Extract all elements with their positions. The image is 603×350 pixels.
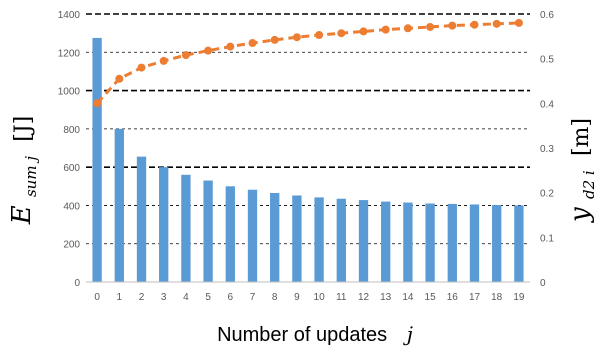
bar (247, 189, 258, 282)
line-point (159, 56, 168, 65)
x-tick-label: 3 (161, 292, 167, 303)
bar (492, 205, 502, 282)
left-axis-label: E sum j [J] (7, 116, 43, 226)
bar (469, 204, 480, 282)
bar (270, 192, 280, 282)
x-tick-label: 1 (117, 292, 123, 303)
bar (336, 198, 346, 282)
x-tick-label: 7 (250, 292, 256, 303)
left-tick-label: 600 (63, 163, 80, 174)
x-tick-label: 17 (469, 292, 481, 303)
line-point (248, 39, 257, 48)
left-axis-ticks: 0 200 400 600 800 1000 1200 1400 (58, 10, 81, 289)
line-point (426, 22, 435, 31)
right-axis-ticks: 0 0.1 0.2 0.3 0.4 0.5 0.6 (540, 10, 554, 289)
line-point (492, 19, 501, 28)
line-point (337, 29, 346, 38)
left-tick-label: 0 (74, 278, 80, 289)
x-axis-ticks: 0 1 2 3 4 5 6 7 8 9 10 11 12 13 14 15 16 17 18 19 (94, 292, 525, 303)
line-point (470, 20, 479, 29)
bar-series (92, 37, 524, 282)
x-tick-label: 2 (139, 292, 145, 303)
line-point (381, 25, 390, 34)
x-tick-label: 12 (358, 292, 370, 303)
gridlines (86, 13, 530, 245)
x-tick-label: 14 (402, 292, 414, 303)
x-tick-label: 15 (425, 292, 437, 303)
bar (514, 205, 524, 282)
left-axis-label-unit: [J] (11, 116, 36, 142)
bar (203, 180, 213, 282)
line-point (181, 51, 190, 60)
line-point (270, 35, 279, 44)
line-series (93, 18, 523, 108)
line-point (226, 42, 235, 51)
bar (136, 156, 147, 282)
line-point (93, 99, 102, 108)
x-tick-label: 19 (513, 292, 525, 303)
left-tick-label: 1200 (58, 48, 81, 59)
x-tick-label: 0 (94, 292, 100, 303)
x-axis-label: Number of updates j (217, 322, 413, 346)
line-point (204, 46, 213, 55)
x-tick-label: 6 (228, 292, 234, 303)
right-axis-label-unit: [m] (569, 118, 594, 156)
x-tick-label: 9 (294, 292, 300, 303)
bar (358, 200, 369, 282)
bar (159, 167, 169, 282)
right-tick-label: 0.2 (540, 189, 554, 200)
x-tick-label: 11 (336, 292, 347, 303)
bar (447, 203, 457, 282)
right-axis-label-base: y (565, 207, 595, 223)
right-tick-label: 0.4 (540, 99, 554, 110)
bar (114, 128, 124, 282)
left-axis-label-base: E (7, 205, 37, 225)
x-axis-label-var: j (403, 322, 413, 346)
line-point (315, 30, 324, 39)
line-point (359, 27, 368, 36)
line-point (514, 18, 523, 27)
left-tick-label: 400 (63, 201, 80, 212)
bar (292, 195, 302, 282)
right-tick-label: 0 (540, 278, 546, 289)
bar (381, 201, 391, 282)
bar (403, 202, 413, 282)
x-tick-label: 10 (314, 292, 326, 303)
x-tick-label: 13 (380, 292, 392, 303)
line-point (292, 33, 301, 42)
x-tick-label: 4 (183, 292, 189, 303)
right-tick-label: 0.5 (540, 55, 554, 66)
right-tick-label: 0.6 (540, 10, 554, 21)
left-tick-label: 200 (63, 240, 80, 251)
line-point (115, 74, 124, 83)
line-point (448, 21, 457, 30)
bar (225, 186, 235, 282)
line-point (403, 24, 412, 33)
left-tick-label: 1400 (58, 10, 81, 21)
left-tick-label: 800 (63, 125, 80, 136)
bar (314, 197, 324, 282)
right-axis-label-sub: d2 i (580, 170, 598, 199)
left-axis-label-sub: sum j (22, 156, 40, 197)
x-tick-label: 16 (447, 292, 459, 303)
bar (92, 37, 102, 282)
x-axis-label-text: Number of updates (217, 324, 387, 346)
left-tick-label: 1000 (58, 87, 81, 98)
bar (181, 174, 191, 282)
right-tick-label: 0.3 (540, 144, 554, 155)
bar (425, 203, 435, 282)
line-point (137, 63, 146, 72)
x-tick-label: 5 (205, 292, 211, 303)
right-axis-label: y d2 i [m] (565, 118, 601, 223)
x-tick-label: 8 (272, 292, 278, 303)
x-tick-label: 18 (491, 292, 503, 303)
right-tick-label: 0.1 (540, 233, 554, 244)
